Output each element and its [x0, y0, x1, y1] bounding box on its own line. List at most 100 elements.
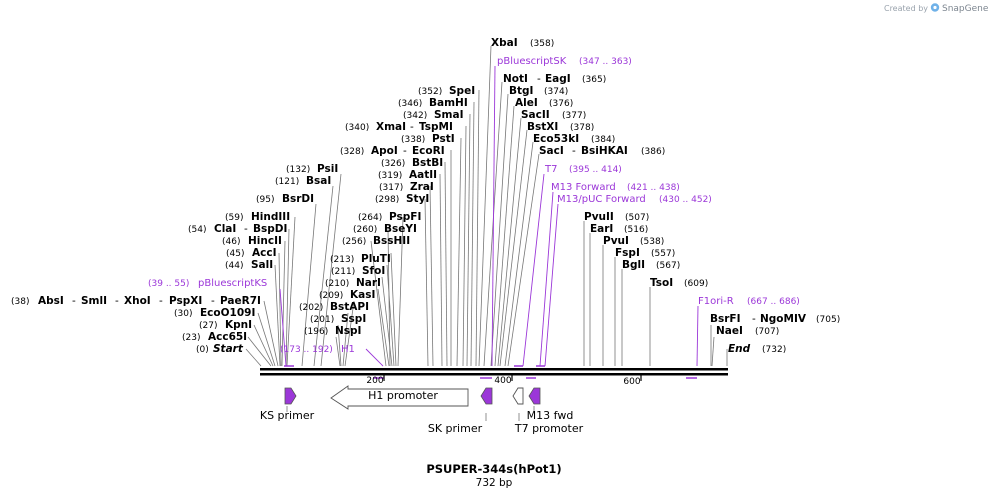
svg-text:(384): (384)	[591, 135, 615, 145]
svg-text:(705): (705)	[816, 315, 840, 325]
svg-text:pBluescriptSK: pBluescriptSK	[497, 56, 567, 67]
svg-text:-: -	[410, 121, 414, 133]
enzyme-smai[interactable]: (342) SmaI	[403, 109, 464, 121]
svg-text:AleI: AleI	[515, 97, 538, 109]
enzyme-naei[interactable]: NaeI (707)	[716, 325, 779, 337]
svg-text:(44): (44)	[225, 261, 243, 271]
svg-text:(59): (59)	[225, 213, 243, 223]
enzyme-saci-group[interactable]: SacI - BsiHKAI (386)	[539, 145, 665, 157]
enzyme-sspi[interactable]: (201) SspI	[310, 313, 366, 325]
enzyme-sacii[interactable]: SacII (377)	[521, 109, 586, 121]
enzyme-psti[interactable]: (338) PstI	[401, 133, 455, 145]
svg-text:(328): (328)	[340, 147, 364, 157]
svg-text:H1 promoter: H1 promoter	[368, 389, 438, 402]
primer-pbluescriptsk[interactable]: pBluescriptSK (347 .. 363)	[497, 56, 632, 67]
enzyme-sali[interactable]: (44) SalI	[225, 259, 273, 271]
enzyme-kasi[interactable]: (209) KasI	[319, 289, 375, 301]
enzyme-bsrdi[interactable]: (95) BsrDI	[256, 193, 314, 205]
enzyme-bstbi[interactable]: (326) BstBI	[381, 157, 443, 169]
enzyme-zrai[interactable]: (317) ZraI	[379, 181, 434, 193]
svg-text:(365): (365)	[582, 75, 606, 85]
enzyme-acci[interactable]: (45) AccI	[226, 247, 276, 259]
svg-text:(338): (338)	[401, 135, 425, 145]
enzyme-bsshii[interactable]: (256) BssHII	[342, 235, 410, 247]
enzyme-nari[interactable]: (210) NarI	[325, 277, 381, 289]
svg-text:EagI: EagI	[545, 73, 571, 85]
feature-m13-fwd[interactable]: M13 fwd	[527, 387, 574, 422]
enzyme-bsai[interactable]: (121) BsaI	[275, 175, 331, 187]
svg-text:AccI: AccI	[252, 247, 276, 259]
enzyme-bgli[interactable]: BglI (567)	[622, 259, 680, 271]
enzyme-start[interactable]: (0) Start	[196, 343, 244, 355]
primer-t7[interactable]: T7 (395 .. 414)	[544, 164, 622, 175]
backbone	[260, 368, 728, 376]
enzyme-end[interactable]: End (732)	[728, 343, 786, 355]
enzyme-eco53ki[interactable]: Eco53kI (384)	[533, 133, 615, 145]
t7-promoter-arrow-icon	[512, 387, 524, 405]
svg-text:AatII: AatII	[409, 169, 437, 181]
snapgene-logo-icon	[930, 3, 940, 12]
enzyme-eari[interactable]: EarI (516)	[590, 223, 648, 235]
ruler-tick-600: 600	[623, 377, 640, 387]
enzyme-bsrfi-group[interactable]: BsrFI - NgoMIV (705)	[710, 313, 840, 325]
svg-text:EcoRI: EcoRI	[412, 145, 445, 157]
enzyme-styi[interactable]: (298) StyI	[375, 193, 429, 205]
svg-text:PspFI: PspFI	[389, 211, 421, 223]
enzyme-pluti[interactable]: (213) PluTI	[330, 253, 391, 265]
svg-text:(264): (264)	[358, 213, 382, 223]
enzyme-spei[interactable]: (352) SpeI	[418, 85, 475, 97]
enzyme-bseyi[interactable]: (260) BseYI	[353, 223, 417, 235]
svg-text:H1: H1	[341, 344, 355, 355]
enzyme-aatii[interactable]: (319) AatII	[378, 169, 437, 181]
ks-primer-arrow-icon	[284, 387, 297, 405]
enzyme-bstxi[interactable]: BstXI (378)	[527, 121, 594, 133]
feature-t7-promoter[interactable]: T7 promoter	[512, 387, 584, 435]
primer-f1ori-r[interactable]: F1ori-R (667 .. 686)	[698, 296, 800, 307]
primer-h1[interactable]: (173 .. 192) H1	[280, 344, 355, 355]
enzyme-pvui[interactable]: PvuI (538)	[603, 235, 664, 247]
enzyme-btgi[interactable]: BtgI (374)	[509, 85, 568, 97]
enzyme-pvuii[interactable]: PvuII (507)	[584, 211, 649, 223]
svg-text:-: -	[115, 295, 119, 307]
svg-text:NarI: NarI	[356, 277, 381, 289]
enzyme-clai-group[interactable]: (54) ClaI - BspDI	[188, 223, 287, 235]
feature-sk-primer[interactable]: SK primer	[428, 387, 493, 435]
enzyme-psii[interactable]: (132) PsiI	[286, 163, 338, 175]
svg-text:XhoI: XhoI	[124, 295, 151, 307]
enzyme-kpni[interactable]: (27) KpnI	[199, 319, 252, 331]
enzyme-hindiii[interactable]: (59) HindIII	[225, 211, 290, 223]
enzyme-acc65i[interactable]: (23) Acc65I	[182, 331, 247, 343]
svg-text:(567): (567)	[656, 261, 680, 271]
enzyme-noti-group[interactable]: NotI - EagI (365)	[503, 73, 606, 85]
enzyme-bamhi[interactable]: (346) BamHI	[398, 97, 468, 109]
enzyme-absi-group[interactable]: (38) AbsI - SmlI - XhoI - PspXI - PaeR7I	[11, 295, 261, 307]
h1-promoter-arrow-icon	[330, 385, 469, 410]
svg-text:(210): (210)	[325, 279, 349, 289]
svg-text:(376): (376)	[549, 99, 573, 109]
enzyme-apoi-group[interactable]: (328) ApoI - EcoRI	[340, 145, 445, 157]
enzyme-alei[interactable]: AleI (376)	[515, 97, 573, 109]
enzyme-bstapi[interactable]: (202) BstAPI	[299, 301, 369, 313]
enzyme-fspi[interactable]: FspI (557)	[615, 247, 675, 259]
svg-text:(516): (516)	[624, 225, 648, 235]
feature-h1-promoter[interactable]: H1 promoter	[330, 385, 469, 410]
svg-text:BstXI: BstXI	[527, 121, 558, 133]
feature-ks-primer[interactable]: KS primer	[260, 387, 315, 422]
svg-text:(377): (377)	[562, 111, 586, 121]
enzyme-ecoo109i[interactable]: (30) EcoO109I	[174, 307, 255, 319]
enzyme-xmai-group[interactable]: (340) XmaI - TspMI	[345, 121, 453, 133]
enzyme-xbai[interactable]: XbaI (358)	[491, 37, 554, 49]
primer-m13forward[interactable]: M13 Forward (421 .. 438)	[551, 182, 680, 193]
svg-text:-: -	[537, 73, 541, 85]
enzyme-tsoi[interactable]: TsoI (609)	[650, 277, 708, 289]
watermark-prefix: Created by	[884, 4, 928, 13]
enzyme-hincii[interactable]: (46) HincII	[222, 235, 282, 247]
primer-pbluescriptks[interactable]: (39 .. 55) pBluescriptKS	[148, 278, 267, 289]
primer-m13puc-forward[interactable]: M13/pUC Forward (430 .. 452)	[557, 194, 712, 205]
enzyme-sfoi[interactable]: (211) SfoI	[331, 265, 385, 277]
enzyme-pspfi[interactable]: (264) PspFI	[358, 211, 421, 223]
enzyme-nspi[interactable]: (196) NspI	[304, 325, 361, 337]
svg-text:FspI: FspI	[615, 247, 640, 259]
svg-text:ApoI: ApoI	[371, 145, 398, 157]
